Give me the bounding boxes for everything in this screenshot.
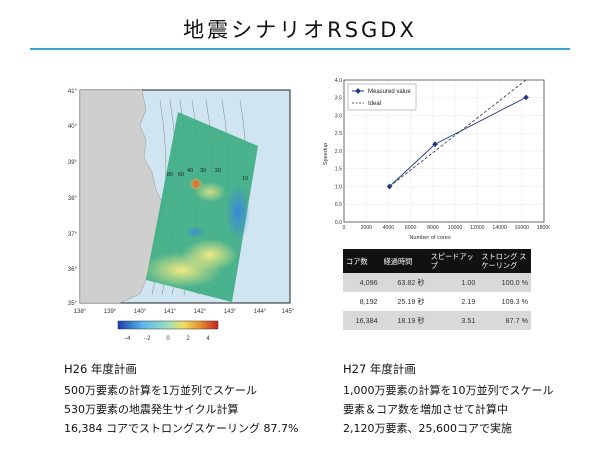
contour-label: 30 [200,168,206,174]
contour-label: 60 [178,172,184,178]
lat-label: 37° [68,232,78,238]
lon-label: 144° [254,309,267,315]
colorbar-label: −2 [144,336,152,342]
colorbar-label: 4 [206,336,210,342]
speedup-chart-svg: 0.0 0.5 1.0 1.5 2.0 2.5 3.0 3.5 4.0 0 2000 4000 600… [318,76,550,246]
y-axis-label: Speedup [323,143,329,165]
y-tick-label: 1.5 [335,167,342,173]
plan-h26-heading: H26 年度計画 [64,360,298,379]
colorbar-label: −4 [124,336,132,342]
cell-elapsed: 63.82 秒 [381,273,428,292]
legend-measured: Measured value [368,89,411,95]
lat-label: 36° [68,267,78,273]
plan-h26-line: 500万要素の計算を1万並列でスケール [64,381,298,400]
cell-cores: 16,384 [343,311,381,330]
x-tick-label: 2000 [360,225,372,231]
lon-label: 140° [134,309,147,315]
lon-label: 138° [74,309,87,315]
plan-h27-line: 要素＆コア数を増加させて計算中 [343,400,554,419]
plan-h27: H27 年度計画 1,000万要素の計算を10万並列でスケール 要素＆コア数を増… [343,360,554,438]
x-tick-label: 14000 [492,225,507,231]
cell-speedup: 3.51 [428,311,479,330]
x-tick-label: 10000 [448,225,463,231]
lat-label: 41° [68,89,78,95]
y-tick-label: 3.5 [335,96,342,102]
lat-label: 40° [68,124,78,130]
cell-strong-scaling: 109.3 % [478,292,531,311]
performance-table: コア数 経過時間 スピードアップ ストロング スケーリング 4,096 63.8… [343,249,531,330]
plan-h27-line: 2,120万要素、25,600コアで実施 [343,419,554,438]
plan-h27-line: 1,000万要素の計算を10万並列でスケール [343,381,554,400]
lat-label: 39° [68,160,78,166]
plan-h27-heading: H27 年度計画 [343,360,554,379]
colorbar-label: 0 [166,336,170,342]
col-header-elapsed: 経過時間 [381,249,428,273]
cell-cores: 4,096 [343,273,381,292]
speedup-chart: 0.0 0.5 1.0 1.5 2.0 2.5 3.0 3.5 4.0 0 2000 4000 600… [318,76,550,246]
x-tick-label: 8000 [427,225,439,231]
colorbar-label: 2 [186,336,190,342]
cell-strong-scaling: 87.7 % [478,311,531,330]
contour-label: 10 [242,176,248,182]
y-tick-label: 0.0 [335,220,342,226]
chart-legend: Measured value Ideal [348,84,416,110]
lat-label: 35° [68,301,78,307]
lat-label: 38° [68,196,78,202]
lon-label: 143° [224,309,237,315]
x-tick-label: 12000 [470,225,485,231]
plan-h26-line: 530万要素の地震発生サイクル計算 [64,400,298,419]
cell-strong-scaling: 100.0 % [478,273,531,292]
legend-ideal: Ideal [368,101,381,107]
x-axis-label: Number of cores [409,235,451,241]
page-title: 地震シナリオRSGDX [0,14,600,44]
y-tick-label: 0.5 [335,202,342,208]
col-header-cores: コア数 [343,249,381,273]
y-tick-label: 2.0 [335,149,342,155]
series-measured-point [523,95,529,101]
y-tick-label: 4.0 [335,78,342,84]
cell-speedup: 2.19 [428,292,479,311]
lon-label: 141° [164,309,177,315]
y-tick-label: 3.0 [335,113,342,119]
colorbar [118,321,218,329]
x-tick-label: 4000 [383,225,395,231]
cell-speedup: 1.00 [428,273,479,292]
table-row: 4,096 63.82 秒 1.00 100.0 % [343,273,531,292]
y-tick-label: 2.5 [335,131,342,137]
series-measured-line [390,97,527,186]
cell-cores: 8,192 [343,292,381,311]
lon-label: 142° [194,309,207,315]
col-header-speedup: スピードアップ [428,249,479,273]
x-tick-label: 0 [343,225,346,231]
y-tick-label: 1.0 [335,184,342,190]
col-header-strong-scaling: ストロング スケーリング [478,249,531,273]
x-tick-label: 16000 [515,225,530,231]
plan-h26-line: 16,384 コアでストロングスケーリング 87.7% [64,419,298,438]
contour-label: 40 [187,168,193,174]
cell-elapsed: 18.19 秒 [381,311,428,330]
table-row: 16,384 18.19 秒 3.51 87.7 % [343,311,531,330]
table-header-row: コア数 経過時間 スピードアップ ストロング スケーリング [343,249,531,273]
table-row: 8,192 25.19 秒 2.19 109.3 % [343,292,531,311]
plan-h26: H26 年度計画 500万要素の計算を1万並列でスケール 530万要素の地震発生… [64,360,298,438]
contour-label: 80 [167,172,173,178]
contour-label: 20 [215,168,221,174]
lon-label: 139° [104,309,117,315]
x-tick-label: 18000 [537,225,550,231]
simulation-map: 80 60 40 30 20 10 41° 40° 39° 38° 37° 36… [60,80,300,350]
map-svg: 80 60 40 30 20 10 41° 40° 39° 38° 37° 36… [60,80,300,350]
x-tick-label: 6000 [405,225,417,231]
cell-elapsed: 25.19 秒 [381,292,428,311]
title-divider [30,48,570,50]
lon-label: 145° [282,309,295,315]
